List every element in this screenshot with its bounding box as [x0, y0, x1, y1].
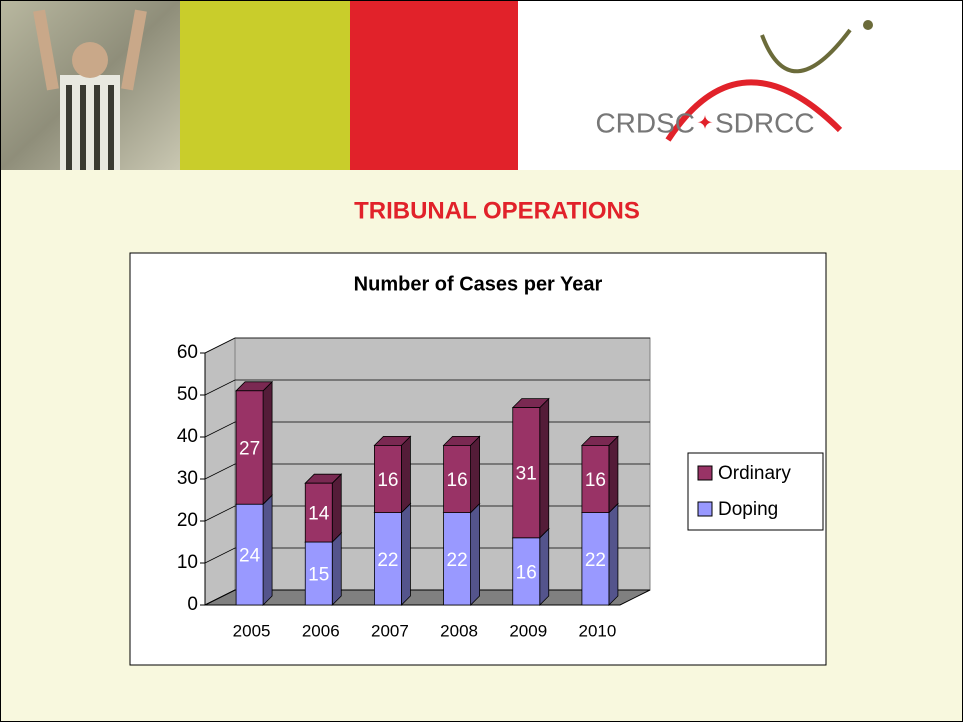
x-tick-label: 2010	[579, 621, 617, 640]
slide-title: TRIBUNAL OPERATIONS	[354, 197, 640, 224]
bar	[512, 407, 541, 539]
chart-title: Number of Cases per Year	[354, 273, 603, 295]
grid-line	[204, 337, 650, 354]
data-label: 22	[447, 550, 468, 571]
legend-label: Ordinary	[718, 463, 791, 484]
y-tick-label: 40	[177, 426, 198, 447]
data-label: 16	[516, 562, 537, 583]
x-tick-label: 2005	[233, 621, 271, 640]
bar-side	[262, 494, 273, 606]
bar	[304, 482, 333, 543]
bar-side	[539, 527, 550, 606]
bar-side	[331, 473, 342, 543]
data-label: 22	[377, 550, 398, 571]
legend-swatch	[697, 465, 713, 481]
grid-line	[204, 547, 650, 564]
data-label: 14	[308, 504, 330, 525]
logo-text: SDRCC	[715, 107, 815, 138]
x-tick-label: 2008	[440, 621, 478, 640]
grid-line	[204, 505, 650, 522]
bar	[512, 537, 541, 606]
bar	[374, 512, 402, 606]
y-tick-label: 0	[187, 594, 198, 615]
bar	[581, 512, 610, 606]
grid-line	[204, 589, 650, 606]
logo-text: CRDSC	[595, 107, 695, 138]
bar-side	[470, 502, 480, 606]
data-label: 16	[377, 470, 398, 491]
data-label: 15	[308, 565, 329, 586]
y-tick-label: 10	[177, 552, 198, 573]
data-label: 24	[239, 546, 261, 567]
bar	[374, 444, 402, 513]
bar-side	[331, 532, 342, 606]
bar-side	[401, 435, 411, 514]
data-label: 16	[447, 470, 468, 491]
grid-line	[204, 379, 650, 396]
banner-block-green	[180, 0, 350, 170]
y-tick-label: 30	[177, 468, 198, 489]
bar-side	[608, 502, 619, 606]
grid-line	[204, 463, 650, 480]
y-tick-label: 20	[177, 510, 198, 531]
data-label: 16	[585, 470, 606, 491]
bar-side	[470, 435, 480, 514]
data-label: 22	[585, 550, 606, 571]
x-tick-label: 2009	[509, 621, 547, 640]
x-tick-label: 2006	[302, 621, 340, 640]
logo: CRDSC ✦ SDRCC	[595, 20, 873, 142]
bar	[304, 541, 333, 606]
y-tick-label: 60	[177, 342, 198, 363]
grid-line	[204, 421, 650, 438]
legend-label: Doping	[718, 499, 778, 520]
bar	[235, 390, 264, 505]
data-label: 31	[516, 464, 537, 485]
bar-side	[401, 502, 411, 606]
referee-figure	[33, 9, 147, 170]
data-label: 27	[239, 439, 260, 460]
bar	[235, 503, 264, 606]
bar-side	[608, 435, 619, 514]
bar	[443, 512, 471, 606]
maple-leaf: ✦	[697, 112, 714, 134]
bar	[443, 444, 471, 513]
x-tick-label: 2007	[371, 621, 409, 640]
legend-swatch	[697, 501, 713, 517]
banner-block-red	[350, 0, 518, 170]
y-tick-label: 50	[177, 384, 198, 405]
bar-side	[262, 380, 273, 506]
bar-side	[539, 397, 550, 539]
bar	[581, 444, 610, 513]
